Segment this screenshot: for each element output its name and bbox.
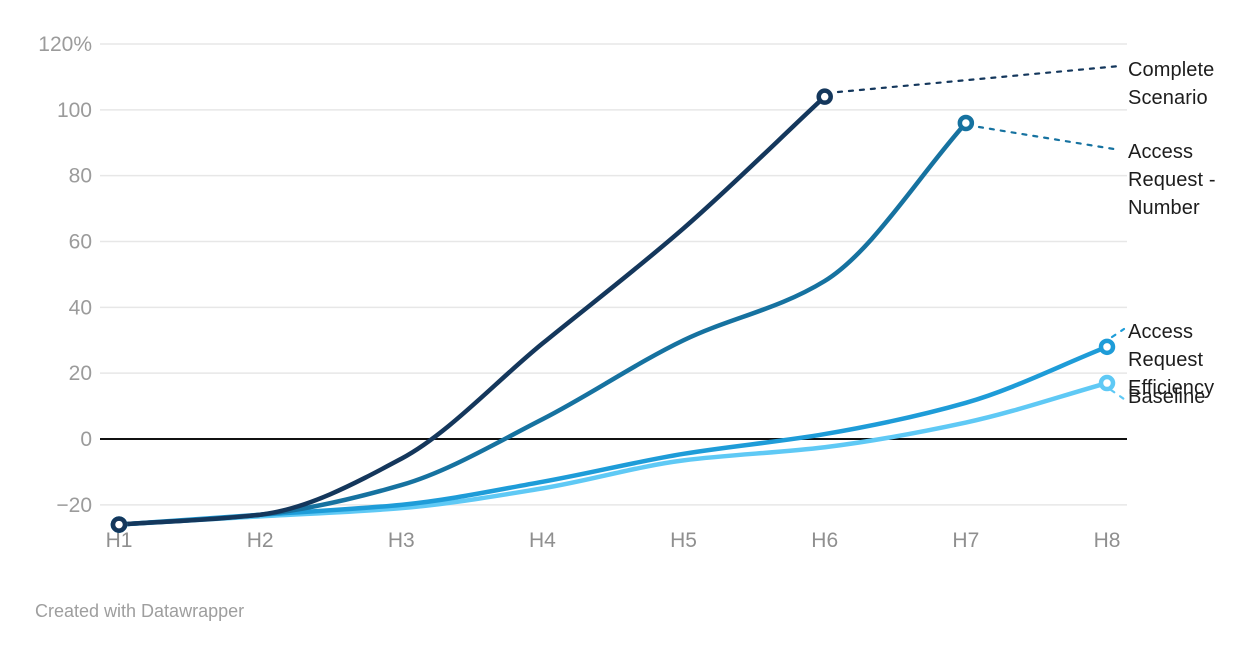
label-leader-line bbox=[1109, 388, 1126, 401]
x-axis-tick-label: H3 bbox=[388, 529, 415, 552]
y-axis-tick-label: 0 bbox=[80, 428, 92, 451]
y-axis-tick-label: 60 bbox=[69, 230, 92, 253]
x-axis-tick-label: H4 bbox=[529, 529, 556, 552]
label-leader-line bbox=[977, 125, 1122, 152]
series-label-complete-scenario: Complete Scenario bbox=[1128, 59, 1215, 109]
series-label-access-request-efficiency: Access Request Efficiency bbox=[1128, 321, 1215, 399]
x-axis-tick-label: H7 bbox=[952, 529, 979, 552]
series-label-baseline: Baseline bbox=[1128, 386, 1206, 408]
x-axis-tick-label: H2 bbox=[247, 529, 274, 552]
y-axis-tick-label: 100 bbox=[57, 99, 92, 122]
end-point-marker-3 bbox=[1098, 374, 1116, 392]
start-point-marker-0 bbox=[110, 516, 128, 533]
end-point-marker-2 bbox=[1098, 338, 1116, 356]
y-axis-tick-label: −20 bbox=[56, 494, 92, 517]
label-leader-line bbox=[1110, 327, 1126, 339]
y-axis-tick-label: 40 bbox=[69, 296, 92, 319]
series-line-1 bbox=[116, 120, 969, 527]
datawrapper-credit: Created with Datawrapper bbox=[35, 601, 245, 621]
x-axis-tick-label: H6 bbox=[811, 529, 838, 552]
series-line-0 bbox=[116, 94, 827, 527]
label-leader-line bbox=[836, 64, 1122, 94]
y-axis-tick-label: 20 bbox=[69, 362, 92, 385]
y-axis-tick-label: 80 bbox=[69, 165, 92, 188]
x-axis-tick-label: H1 bbox=[106, 529, 133, 552]
end-point-marker-1 bbox=[957, 114, 975, 132]
x-axis-tick-label: H5 bbox=[670, 529, 697, 552]
end-point-marker-0 bbox=[816, 88, 833, 105]
y-axis-tick-label: 120% bbox=[38, 33, 92, 56]
x-axis-tick-label: H8 bbox=[1094, 529, 1121, 552]
series-label-access-request-number: Access Request - Number bbox=[1128, 141, 1216, 219]
